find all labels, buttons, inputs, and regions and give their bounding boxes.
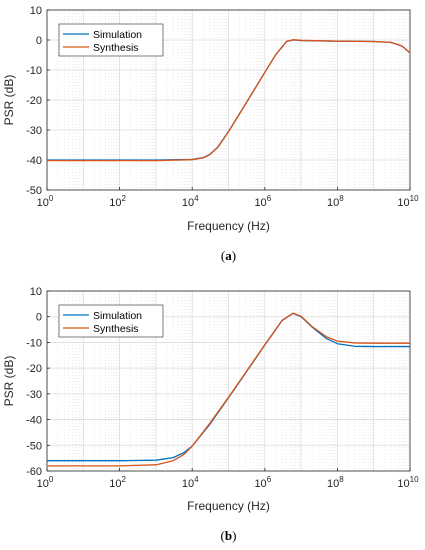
y-tick-label: 0 (36, 35, 42, 47)
legend-entry: Simulation (93, 29, 142, 41)
y-tick-label: 0 (36, 312, 42, 324)
x-tick-label: 102 (109, 194, 126, 209)
y-tick-label: -40 (26, 415, 42, 427)
x-tick-exponent: 2 (121, 475, 126, 484)
subfigure-caption: (a) (221, 248, 236, 263)
caption-letter: a (225, 248, 232, 263)
series-group (47, 312, 410, 467)
x-tick-label: 1010 (397, 475, 419, 490)
x-tick-label: 102 (109, 475, 126, 490)
x-tick-exponent: 10 (410, 475, 419, 484)
x-tick-exponent: 2 (121, 194, 126, 203)
y-tick-label: -30 (26, 389, 42, 401)
y-tick-label: -10 (26, 65, 42, 77)
y-axis-label: PSR (dB) (2, 356, 16, 407)
x-tick-label: 1010 (397, 194, 419, 209)
legend-box (58, 23, 164, 57)
x-tick-exponent: 0 (49, 194, 54, 203)
y-tick-label: 10 (30, 286, 42, 298)
x-tick-label: 100 (37, 475, 54, 490)
subfigure-caption: (b) (221, 528, 237, 543)
legend-box (58, 304, 164, 338)
y-tick-label: -20 (26, 95, 42, 107)
x-tick-exponent: 8 (339, 475, 344, 484)
y-tick-label: -20 (26, 363, 42, 375)
series-line-synthesis (47, 39, 411, 162)
x-axis-label: Frequency (Hz) (187, 219, 270, 233)
x-tick-exponent: 4 (194, 475, 199, 484)
y-tick-label: -10 (26, 337, 42, 349)
caption-letter: b (225, 528, 232, 543)
x-tick-label: 106 (254, 194, 271, 209)
legend-entry: Synthesis (93, 42, 139, 54)
y-tick-label: -60 (26, 466, 42, 478)
x-tick-exponent: 0 (49, 475, 54, 484)
y-tick-label: -50 (26, 440, 42, 452)
x-tick-exponent: 4 (194, 194, 199, 203)
x-tick-label: 108 (327, 194, 344, 209)
x-tick-exponent: 10 (410, 194, 419, 203)
axes-box (46, 290, 411, 472)
x-tick-label: 104 (182, 194, 199, 209)
legend-entry: Synthesis (93, 323, 139, 335)
y-axis-label: PSR (dB) (2, 75, 16, 126)
x-tick-label: 100 (37, 194, 54, 209)
legend-entry: Simulation (93, 310, 142, 322)
x-tick-exponent: 6 (267, 194, 272, 203)
x-tick-exponent: 8 (339, 194, 344, 203)
x-tick-label: 106 (254, 475, 271, 490)
series-line-synthesis (47, 312, 410, 467)
y-tick-label: -50 (26, 185, 42, 197)
x-tick-exponent: 6 (267, 475, 272, 484)
y-tick-label: 10 (30, 5, 42, 17)
y-tick-label: -40 (26, 155, 42, 167)
x-axis-label: Frequency (Hz) (187, 499, 270, 513)
x-tick-label: 108 (327, 475, 344, 490)
x-tick-label: 104 (182, 475, 199, 490)
y-tick-label: -30 (26, 125, 42, 137)
series-group (47, 39, 411, 162)
